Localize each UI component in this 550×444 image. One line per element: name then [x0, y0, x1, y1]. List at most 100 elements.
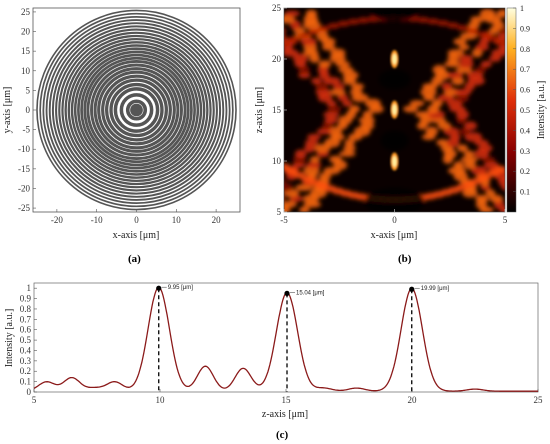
- panel-c-xlabel: z-axis [μm]: [262, 409, 308, 420]
- zone-ring: [73, 47, 200, 173]
- heat-arc-blob: [486, 35, 499, 42]
- heat-blob: [269, 189, 282, 196]
- zone-ring: [119, 93, 154, 127]
- y-tick-label: 0.3: [20, 356, 32, 366]
- peak-label: 19.99 [μm]: [421, 286, 450, 292]
- heat-blob: [422, 83, 438, 90]
- heat-blob: [284, 196, 285, 201]
- zone-ring: [86, 59, 187, 161]
- panel-a: -20 -10 0 10 20 -25 -20 -15 -10 -5 0 5 10 15 20 25 x-ax…: [2, 7, 241, 265]
- heat-blob: [284, 32, 286, 40]
- heat-blob: [324, 116, 338, 124]
- heat-blob: [309, 54, 321, 63]
- heat-blob: [420, 87, 437, 97]
- heat-blob: [463, 150, 475, 158]
- y-tick-label: 10: [21, 66, 31, 76]
- focus-hotspot-core: [392, 53, 397, 65]
- heat-arc-blob: [437, 20, 450, 27]
- heat-blob: [431, 99, 443, 108]
- heat-blob: [298, 65, 310, 74]
- panel-c-ticks: 5 10 15 20 25 00.10.20.30.40.50.60.70.80.91: [20, 283, 543, 405]
- y-tick-label: -15: [18, 164, 30, 174]
- zone-ring: [61, 34, 212, 186]
- heat-blob: [316, 128, 332, 135]
- heat-blob: [298, 206, 310, 212]
- panel-b-ylabel: z-axis [μm]: [254, 87, 265, 133]
- x-tick-label: 5: [503, 215, 508, 225]
- heat-blob: [330, 48, 346, 58]
- y-tick-label: 10: [272, 156, 282, 166]
- heat-blob: [499, 206, 505, 212]
- y-tick-label: 15: [21, 46, 31, 56]
- colorbar-tick-label: 0.6: [520, 86, 530, 95]
- y-tick-label: 0.9: [20, 294, 32, 304]
- heat-arc-blob: [307, 28, 320, 35]
- heat-blob: [342, 70, 359, 80]
- heat-blob: [300, 37, 317, 46]
- heat-blob: [349, 105, 360, 113]
- x-tick-label: 20: [212, 215, 222, 225]
- heat-arc-blob: [486, 170, 499, 178]
- y-tick-label: 5: [26, 85, 31, 95]
- heat-blob: [480, 184, 491, 191]
- heat-blob: [295, 183, 313, 192]
- zone-ring: [51, 25, 222, 195]
- heat-blob: [470, 16, 486, 23]
- heat-void: [364, 187, 425, 212]
- colorbar-tick-label: 0.4: [520, 126, 530, 135]
- heat-blob: [265, 16, 283, 22]
- colorbar-tick-label: 0.7: [520, 65, 530, 74]
- x-tick-label: 5: [32, 395, 37, 405]
- heat-blob: [305, 161, 322, 169]
- heat-blob: [255, 10, 270, 17]
- heat-blob: [475, 194, 489, 203]
- y-tick-label: -10: [18, 144, 30, 154]
- heat-blob: [321, 43, 336, 51]
- heatmap-diffuse: [255, 8, 505, 212]
- zone-ring: [42, 15, 231, 205]
- heat-void: [380, 130, 409, 151]
- heat-blob: [458, 54, 474, 63]
- y-tick-label: 0.2: [20, 366, 31, 376]
- heat-blob: [457, 144, 469, 153]
- x-tick-label: -10: [91, 215, 103, 225]
- heat-blob: [471, 166, 488, 176]
- heat-blob: [460, 156, 478, 163]
- heat-void: [370, 8, 419, 22]
- heat-blob: [323, 111, 340, 118]
- colorbar-tick-label: 1: [520, 4, 524, 13]
- heat-blob: [332, 83, 345, 90]
- panel-b-ticks: -5 0 5 5 10 15 20 25: [272, 3, 508, 225]
- heat-blob: [264, 20, 277, 29]
- heat-blob: [319, 172, 332, 181]
- heat-blob: [453, 88, 472, 96]
- heat-blob: [458, 44, 470, 51]
- peak-dot: [156, 285, 162, 291]
- y-tick-label: 0: [26, 105, 31, 115]
- heat-blob: [323, 76, 341, 85]
- heat-blob: [475, 43, 489, 51]
- heat-blob: [351, 83, 365, 90]
- y-tick-label: -5: [23, 125, 31, 135]
- y-tick-label: 0: [27, 387, 32, 397]
- zone-ring: [64, 37, 209, 183]
- heat-arc-blob: [466, 28, 479, 35]
- heat-blob: [338, 66, 354, 73]
- x-tick-label: -5: [280, 215, 288, 225]
- heat-blob: [451, 76, 465, 86]
- heat-blob: [304, 139, 319, 146]
- zone-ring: [48, 22, 225, 198]
- x-tick-label: 10: [172, 215, 182, 225]
- heat-blob: [284, 28, 286, 33]
- heat-blob: [298, 72, 311, 79]
- heat-arc-blob: [317, 25, 330, 32]
- zone-ring: [39, 12, 234, 208]
- peak-dot: [409, 286, 415, 292]
- y-tick-label: 15: [272, 105, 282, 115]
- panel-a-ylabel: y-axis [μm]: [2, 87, 13, 134]
- x-tick-label: 15: [282, 395, 292, 405]
- heat-blob: [409, 100, 425, 107]
- heat-blob: [436, 139, 449, 147]
- zone-ring: [80, 53, 193, 167]
- heat-blob: [453, 161, 464, 169]
